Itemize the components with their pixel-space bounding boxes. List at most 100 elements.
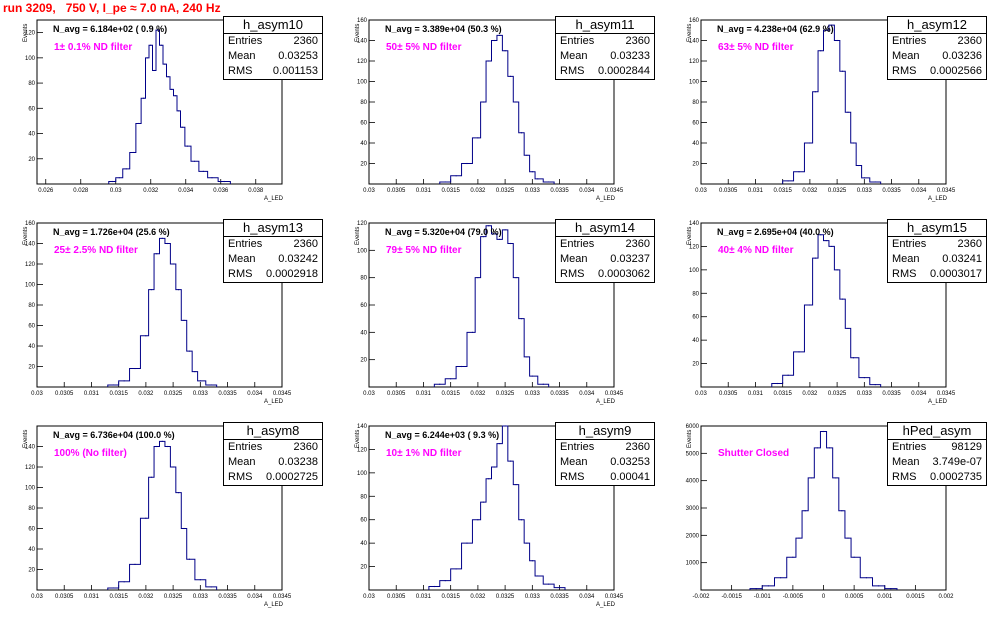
filter-label: 25± 2.5% ND filter [54,245,138,256]
plot-frame [700,222,947,388]
y-tick-label: 100 [25,283,36,289]
x-axis-label: A_LED [264,602,284,608]
histogram-bin [156,445,158,448]
stats-box: h_asym11 Entries 2360 Mean 0.03233 RMS 0.00028… [555,16,655,80]
filter-label: 40± 4% ND filter [718,245,794,256]
histogram-panel-h_asym8: 0.03 0.0305 0.031 0.0315 0.032 0.0325 0.033 0.0… [0,418,332,625]
histogram-bin [450,378,452,380]
stats-box-title: h_asym10 [224,17,322,34]
stats-row: Mean 3.749e-07 [888,455,986,470]
y-tick-label: 20 [692,162,699,168]
stats-row: RMS 0.0002735 [888,470,986,485]
x-tick-label: 0.0335 [550,594,569,600]
stats-key: Entries [892,35,927,47]
stats-value: 0.0003062 [598,268,650,280]
y-tick-label: 4000 [686,479,700,485]
histogram-bin [171,88,173,90]
x-tick-label: 0.033 [857,391,873,397]
x-tick-label: 0.034 [247,391,263,397]
histogram-svg: 0.03 0.0305 0.031 0.0315 0.032 0.0325 0.033 0.0… [689,221,956,397]
y-tick-label: 40 [692,338,699,344]
stats-box-title: h_asym11 [556,17,654,34]
x-axis-label: A_LED [596,399,616,405]
x-tick-label: 0.032 [802,391,818,397]
stats-key: Mean [228,253,256,265]
stats-box: h_asym13 Entries 2360 Mean 0.03242 RMS 0.00029… [223,219,323,283]
histogram-bin [847,327,849,330]
stats-key: Mean [560,456,588,468]
histogram-bin [186,145,189,147]
stats-key: Mean [892,253,920,265]
histogram-bin [831,245,833,248]
x-tick-label: 0.036 [213,188,229,194]
stats-key: RMS [560,268,585,280]
y-tick-label: 40 [360,330,367,336]
x-tick-label: 0.031 [416,188,432,194]
x-tick-label: 0.0335 [882,391,901,397]
stats-box-title: h_asym14 [556,220,654,237]
histogram-bin [810,477,812,479]
y-tick-label: 100 [25,486,36,492]
x-tick-label: 0.032 [470,391,486,397]
stats-key: RMS [892,268,917,280]
y-axis-label: Events [23,429,29,448]
y-tick-label: 140 [357,39,368,45]
x-tick-label: 0.032 [802,188,818,194]
histogram-bin [787,180,789,182]
stats-key: Mean [560,253,588,265]
x-tick-label: 0.034 [911,188,927,194]
histogram-bin [509,242,512,245]
y-tick-label: 140 [689,39,700,45]
y-axis-label: Events [23,226,29,245]
y-tick-label: 60 [360,121,367,127]
x-tick-label: -0.0015 [721,594,742,600]
y-tick-label: 80 [360,276,367,282]
x-tick-label: 0.0335 [882,188,901,194]
stats-row: Mean 0.03238 [224,455,322,470]
stats-box-title: h_asym12 [888,17,986,34]
y-tick-label: 100 [689,268,700,274]
y-tick-label: 80 [28,81,35,87]
stats-box-title: h_asym13 [224,220,322,237]
y-axis-label: Events [687,429,693,448]
y-tick-label: 140 [25,445,36,451]
stats-key: Entries [560,441,595,453]
histogram-bin [515,277,517,279]
y-tick-label: 100 [357,471,368,477]
stats-row: RMS 0.0002566 [888,64,986,79]
histogram-panel-h_asym12: 0.03 0.0305 0.031 0.0315 0.032 0.0325 0.033 0.0… [664,12,996,219]
histogram-bin [156,253,158,255]
stats-row: RMS 0.0003062 [556,267,654,282]
navg-label: N_avg = 3.389e+04 (50.3 %) [385,24,502,34]
stats-row: Entries 2360 [888,237,986,252]
histogram-bin [188,558,191,560]
stats-key: Entries [892,238,927,250]
stats-row: Entries 2360 [556,440,654,455]
stats-row: Mean 0.03233 [556,49,654,64]
y-tick-label: 120 [25,31,36,37]
histogram-bin [488,225,490,227]
stats-value: 0.0002844 [598,65,650,77]
histogram-bin [847,537,849,539]
histogram-bin [174,95,176,97]
histogram-panel-h_asym15: 0.03 0.0305 0.031 0.0315 0.032 0.0325 0.033 0.0… [664,215,996,422]
y-tick-label: 60 [28,106,35,112]
navg-label: N_avg = 6.736e+04 (100.0 %) [53,430,175,440]
x-tick-label: 0.0305 [387,391,406,397]
stats-value: 0.03236 [942,50,982,62]
x-tick-label: 0.0345 [605,594,624,600]
x-tick-label: 0.034 [579,391,595,397]
x-tick-label: 0.03 [110,188,122,194]
stats-row: Mean 0.03241 [888,252,986,267]
histogram-bin [531,375,533,377]
stats-box-title: hPed_asym [888,423,986,440]
x-tick-label: 0.03 [363,594,375,600]
histogram-svg: 0.03 0.0305 0.031 0.0315 0.032 0.0325 0.033 0.0… [357,424,624,600]
stats-value: 0.03241 [942,253,982,265]
y-tick-label: 60 [692,315,699,321]
histogram-bin [493,39,495,42]
x-tick-label: 0.0325 [828,188,847,194]
y-tick-label: 20 [360,162,367,168]
stats-row: Entries 2360 [556,34,654,49]
histogram-bin [874,181,876,183]
